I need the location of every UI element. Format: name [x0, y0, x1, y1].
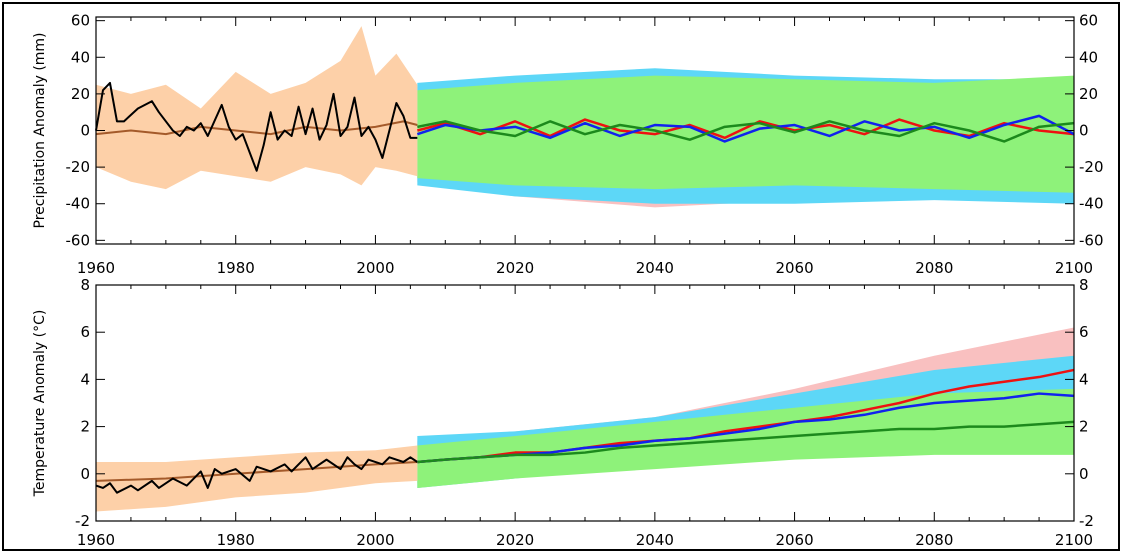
x-tick-label: 1980 — [217, 259, 255, 277]
y-tick-label-right: 6 — [1079, 323, 1089, 341]
y-tick-label: 6 — [80, 323, 90, 341]
y-tick-label-right: 4 — [1079, 370, 1089, 388]
x-tick-label: 2000 — [356, 259, 394, 277]
x-tick-label: 2060 — [775, 531, 813, 549]
y-tick-label-right: 60 — [1079, 12, 1098, 30]
observed-line — [95, 81, 418, 172]
y-tick-label-right: -60 — [1079, 231, 1104, 249]
observed-line — [95, 456, 418, 494]
x-tick-label: 2100 — [1055, 259, 1093, 277]
y-axis-label: Precipitation Anomaly (mm) — [32, 32, 48, 228]
y-tick-label: 2 — [80, 418, 90, 436]
y-tick-label: -20 — [66, 158, 91, 176]
x-tick-label: 2040 — [636, 531, 674, 549]
y-tick-label-right: -2 — [1079, 512, 1094, 530]
x-tick-label: 2020 — [496, 259, 534, 277]
y-tick-label: 0 — [80, 122, 90, 140]
x-tick-label: 2080 — [915, 259, 953, 277]
y-axis-label: Temperature Anomaly (°C) — [32, 310, 48, 498]
precipitation-panel: 1960 1980 2000 2020 2040 2060 2080 2100-60 -60-4… — [32, 12, 1104, 277]
x-tick-label: 1960 — [77, 531, 115, 549]
y-tick-label-right: 0 — [1079, 122, 1089, 140]
y-tick-label: 0 — [80, 465, 90, 483]
y-tick-label: 4 — [80, 370, 90, 388]
x-tick-label: 1960 — [77, 259, 115, 277]
y-tick-label: 40 — [71, 48, 90, 66]
historical-band — [96, 26, 418, 190]
rcp85-line — [417, 368, 1075, 464]
y-tick-label-right: -20 — [1079, 158, 1104, 176]
historical-band — [96, 445, 418, 512]
y-tick-label: -2 — [75, 512, 90, 530]
y-tick-label-right: -40 — [1079, 195, 1104, 213]
y-tick-label-right: 0 — [1079, 465, 1089, 483]
y-tick-label-right: 40 — [1079, 48, 1098, 66]
x-tick-label: 1980 — [217, 531, 255, 549]
rcp26-line — [417, 420, 1075, 464]
rcp45-line — [416, 114, 1075, 143]
x-tick-label: 2100 — [1055, 531, 1093, 549]
x-tick-label: 2040 — [636, 259, 674, 277]
y-tick-label-right: 8 — [1079, 276, 1089, 294]
x-tick-label: 2060 — [775, 259, 813, 277]
y-tick-label: 20 — [71, 85, 90, 103]
y-tick-label: -60 — [66, 231, 91, 249]
x-tick-label: 2020 — [496, 531, 534, 549]
x-tick-label: 2080 — [915, 531, 953, 549]
y-tick-label: -40 — [66, 195, 91, 213]
y-tick-label: 8 — [80, 276, 90, 294]
y-tick-label-right: 2 — [1079, 418, 1089, 436]
historical-mean-line — [95, 120, 418, 136]
y-tick-label: 60 — [71, 12, 90, 30]
rcp26-line — [417, 120, 1075, 143]
x-tick-label: 2000 — [356, 531, 394, 549]
temperature-panel: 1960 1980 2000 2020 2040 2060 2080 2100-2 -20 02 2… — [32, 276, 1094, 549]
y-tick-label-right: 20 — [1079, 85, 1098, 103]
